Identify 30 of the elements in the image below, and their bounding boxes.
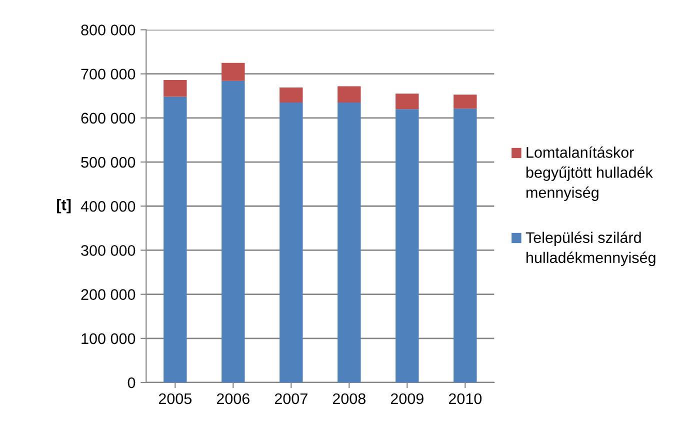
y-tick-label: 500 000	[81, 156, 136, 168]
bar	[222, 80, 245, 382]
bar	[164, 80, 187, 97]
bar	[396, 109, 419, 382]
x-tick-label: 2006	[216, 393, 250, 404]
bar	[222, 62, 245, 81]
y-tick-label: 800 000	[81, 24, 136, 36]
x-tick-label: 2009	[390, 393, 424, 404]
x-tick-label: 2008	[332, 393, 366, 404]
x-tick-label: 2007	[274, 393, 308, 404]
x-tick-label: 2005	[158, 393, 192, 404]
bar	[280, 88, 303, 103]
y-tick-label: 400 000	[80, 200, 136, 212]
y-tick-label: 100 000	[82, 333, 136, 344]
bar	[396, 94, 419, 110]
legend-label: Települési szilárd hulladékmennyiség	[526, 232, 656, 266]
y-tick-label: 700 000	[81, 68, 136, 80]
bar	[338, 86, 361, 103]
bar	[280, 102, 303, 382]
x-tick-label: 2010	[448, 393, 482, 404]
bar	[338, 102, 361, 382]
bar	[164, 96, 187, 382]
y-tick-label: 600 000	[81, 112, 136, 124]
y-tick-label: 200 000	[81, 289, 136, 300]
bar	[454, 108, 477, 382]
bar	[454, 94, 477, 109]
legend-label: Lomtalanításkor begyűjtött hulladék mennyiség	[526, 146, 653, 201]
y-tick-label: 0	[128, 377, 136, 388]
y-axis-title: [t]	[57, 199, 71, 214]
y-tick-label: 300 000	[81, 245, 136, 256]
